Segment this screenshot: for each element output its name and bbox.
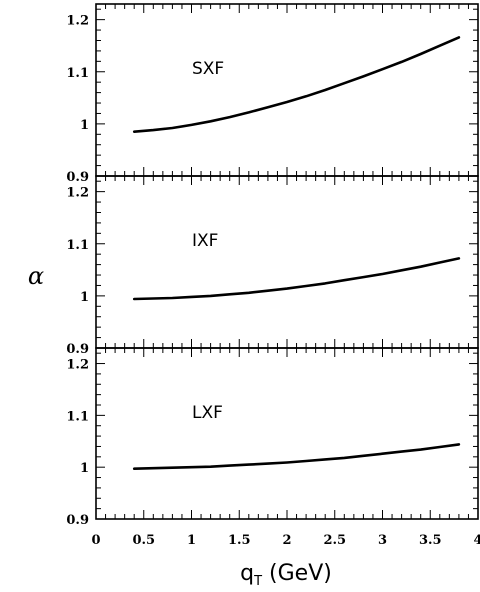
x-tick-label: 3.5: [419, 533, 442, 548]
x-tick-label: 0: [91, 533, 100, 548]
panel-label: LXF: [192, 403, 223, 423]
y-tick-label: 0.9: [66, 170, 89, 185]
panels-layer: 0.9 1 1.1 1.2 SXF 0.9 1 1.1 1.2 IXF 0.9 1 1.1 1.2 LXF: [66, 3, 479, 528]
x-tick-labels: 0 0.5 1 1.5 2 2.5 3 3.5 4: [91, 533, 480, 548]
panel-frame: [95, 3, 479, 177]
x-tick-label: 2.5: [323, 533, 346, 548]
y-tick-label: 1: [80, 290, 89, 305]
panel-frame: [95, 175, 479, 349]
series-line: [132, 257, 461, 301]
y-tick-label: 1.1: [66, 238, 89, 253]
x-axis-title-unit: (GeV): [262, 561, 332, 586]
y-tick-label: 1.2: [66, 358, 89, 373]
x-tick-label: 3: [378, 533, 387, 548]
x-tick-label: 1.5: [228, 533, 251, 548]
panel-sxf: 0.9 1 1.1 1.2 SXF: [66, 3, 479, 185]
y-tick-label: 1: [80, 118, 89, 133]
x-axis-title: qT (GeV): [240, 561, 332, 589]
x-tick-label: 2: [282, 533, 291, 548]
y-tick-label: 0.9: [66, 342, 89, 357]
y-axis-title: α: [28, 262, 44, 290]
y-tick-label: 1.2: [66, 186, 89, 201]
panel-label: SXF: [192, 59, 224, 79]
panel-label: IXF: [192, 231, 218, 251]
y-tick-label: 1.1: [66, 66, 89, 81]
panel-frame: [95, 347, 479, 520]
y-tick-label: 1.1: [66, 409, 89, 424]
series-line: [132, 443, 461, 470]
panel-ixf: 0.9 1 1.1 1.2 IXF: [66, 175, 479, 357]
x-tick-label: 4: [473, 533, 480, 548]
x-axis-title-main: q: [240, 561, 254, 586]
y-tick-label: 1.2: [66, 14, 89, 29]
series-line: [132, 36, 461, 133]
panel-lxf: 0.9 1 1.1 1.2 LXF: [66, 347, 479, 528]
x-tick-label: 0.5: [132, 533, 155, 548]
x-tick-label: 1: [187, 533, 196, 548]
y-tick-label: 0.9: [66, 513, 89, 528]
y-tick-label: 1: [80, 461, 89, 476]
x-axis-title-subscript: T: [253, 574, 262, 589]
